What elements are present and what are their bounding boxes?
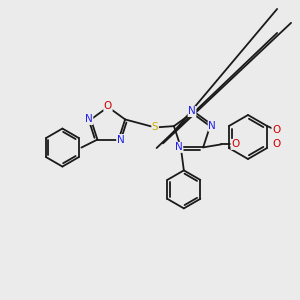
Text: N: N [175, 142, 183, 152]
Text: O: O [104, 101, 112, 111]
Text: S: S [152, 122, 158, 132]
Text: N: N [208, 121, 216, 131]
Text: O: O [272, 140, 280, 149]
Text: N: N [188, 106, 196, 116]
Text: O: O [272, 124, 280, 135]
Text: N: N [117, 135, 124, 145]
Text: N: N [85, 114, 93, 124]
Text: O: O [231, 140, 239, 149]
